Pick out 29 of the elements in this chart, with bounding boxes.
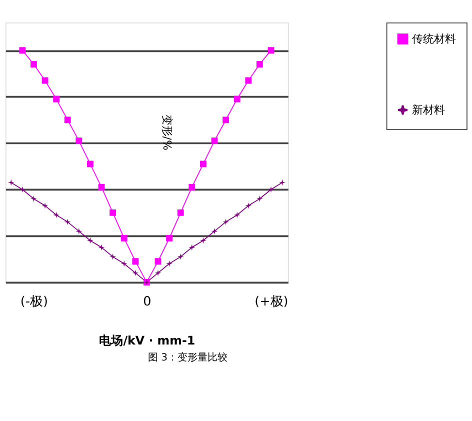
point — [86, 160, 94, 168]
point — [110, 209, 116, 216]
point — [98, 184, 105, 190]
point — [177, 209, 184, 216]
legend-label: 新材料 — [412, 104, 445, 117]
point — [268, 47, 274, 54]
legend-label: 传统材料 — [412, 32, 456, 46]
x-tick-label: (+极) — [254, 294, 288, 310]
point — [120, 234, 128, 242]
x-axis-title: 电场/kV · mm-1 — [99, 334, 196, 348]
point — [132, 258, 139, 265]
point — [166, 234, 173, 242]
point — [256, 61, 263, 68]
x-tick-label: 0 — [143, 294, 152, 310]
point — [245, 77, 252, 84]
point — [30, 61, 37, 68]
y-axis-title: 变形/% — [160, 114, 174, 150]
point — [76, 138, 82, 144]
point — [200, 160, 206, 168]
caption: 图 3：变形量比较 — [148, 352, 228, 364]
point — [19, 47, 26, 54]
point — [234, 96, 240, 102]
point — [222, 116, 230, 124]
point — [211, 138, 218, 144]
point — [154, 258, 162, 265]
point — [64, 116, 71, 124]
x-tick-label: (-极) — [20, 294, 48, 310]
point — [53, 96, 60, 102]
point — [188, 184, 196, 190]
